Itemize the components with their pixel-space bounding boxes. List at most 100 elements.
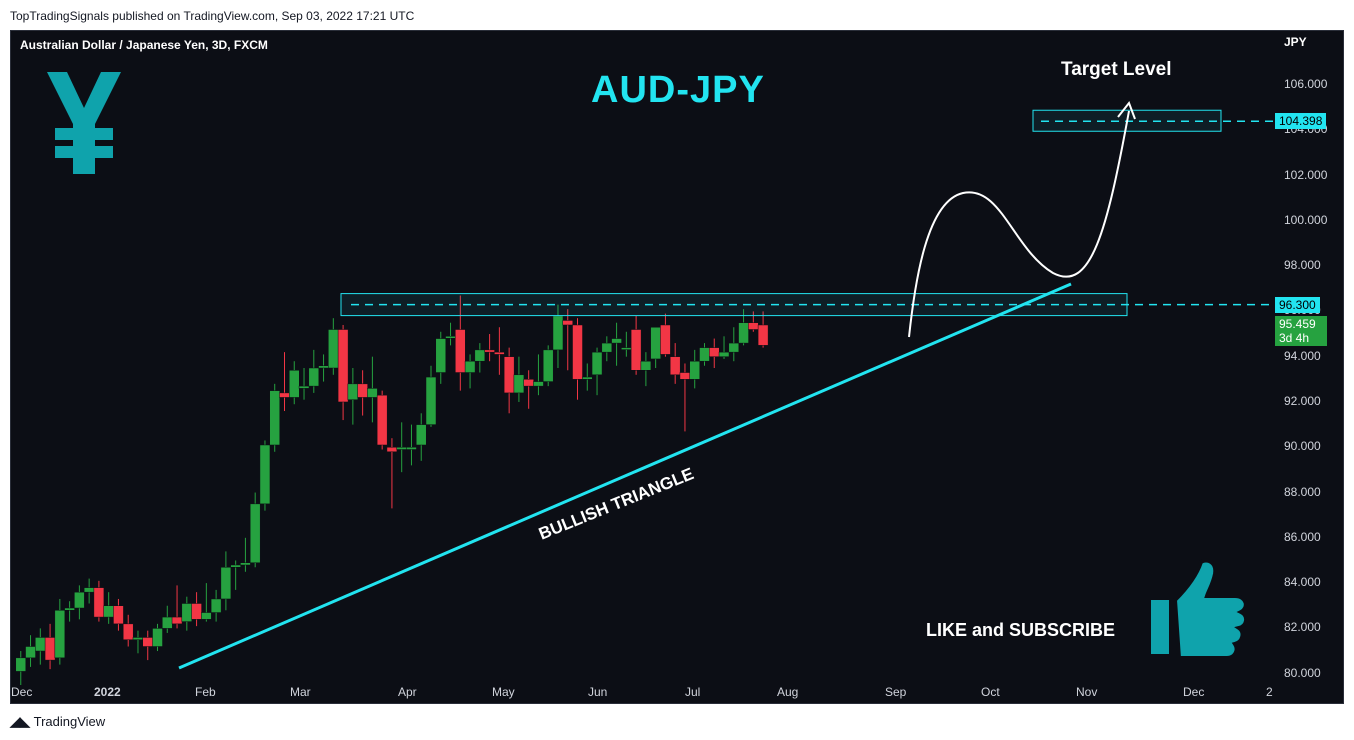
candle-body bbox=[171, 616, 183, 625]
target-price-badge: 104.398 bbox=[1275, 113, 1327, 130]
candle-body bbox=[650, 326, 661, 360]
thumbs-up-icon bbox=[1147, 558, 1248, 660]
candle-body bbox=[289, 370, 300, 398]
candle-body bbox=[230, 564, 241, 568]
projection-path bbox=[908, 110, 1130, 338]
x-tick-label: Feb bbox=[195, 685, 216, 699]
candle-body bbox=[718, 351, 730, 357]
candle-body bbox=[572, 324, 583, 380]
x-tick-label: Aug bbox=[777, 685, 799, 699]
candle-body bbox=[533, 381, 544, 387]
candle-body bbox=[591, 351, 603, 376]
candle-body bbox=[279, 392, 290, 398]
candle-body bbox=[669, 356, 681, 376]
triangle-support-line bbox=[178, 282, 1072, 670]
x-tick-label: 2 bbox=[1266, 685, 1273, 699]
candle-body bbox=[298, 385, 310, 389]
symbol-title: Australian Dollar / Japanese Yen, 3D, FX… bbox=[20, 38, 268, 52]
like-subscribe-label: LIKE and SUBSCRIBE bbox=[926, 620, 1116, 640]
candle-body bbox=[347, 383, 359, 400]
candle-body bbox=[142, 637, 153, 647]
yen-icon bbox=[47, 72, 121, 174]
x-tick-label: Apr bbox=[398, 685, 417, 699]
candle-body bbox=[630, 329, 642, 371]
candle-body bbox=[54, 610, 66, 659]
candle-body bbox=[337, 329, 349, 403]
last-price-value: 95.459 bbox=[1279, 316, 1316, 331]
candle-body bbox=[210, 598, 222, 613]
candle-body bbox=[464, 360, 476, 373]
y-tick-label: 80.000 bbox=[1284, 665, 1321, 680]
chart-panel[interactable]: Australian Dollar / Japanese Yen, 3D, FX… bbox=[10, 30, 1344, 704]
chart-headline: AUD-JPY bbox=[591, 69, 765, 111]
candle-body bbox=[376, 394, 388, 446]
candle-body bbox=[562, 320, 573, 326]
candle-body bbox=[25, 646, 36, 659]
candle-body bbox=[494, 351, 505, 355]
candle-body bbox=[728, 342, 740, 353]
candle-body bbox=[484, 349, 495, 353]
candle-body bbox=[35, 637, 46, 652]
candle-body bbox=[201, 612, 212, 620]
candle-body bbox=[435, 338, 447, 373]
candle-body bbox=[425, 376, 437, 425]
bar-countdown: 3d 4h bbox=[1279, 330, 1310, 345]
brand-name: TradingView bbox=[33, 714, 106, 729]
candle-body bbox=[406, 447, 417, 450]
candle-body bbox=[103, 605, 114, 618]
candle-body bbox=[738, 322, 749, 344]
candle-body bbox=[445, 336, 456, 339]
price-chart[interactable] bbox=[11, 31, 1344, 704]
target-level-label: Target Level bbox=[1061, 59, 1172, 80]
candle-body bbox=[552, 315, 564, 351]
candle-body bbox=[757, 324, 769, 346]
candle-body bbox=[611, 338, 622, 344]
candle-body bbox=[689, 360, 700, 380]
x-tick-label: Nov bbox=[1076, 685, 1098, 699]
candle-body bbox=[601, 342, 613, 353]
candle-body bbox=[660, 324, 671, 355]
y-tick-label: 94.000 bbox=[1284, 348, 1321, 363]
x-tick-label: Oct bbox=[981, 685, 1000, 699]
candle-body bbox=[328, 329, 339, 369]
candle-body bbox=[93, 587, 105, 618]
candle-body bbox=[162, 616, 173, 629]
candle-body bbox=[249, 503, 261, 563]
candle-body bbox=[748, 322, 759, 330]
tradingview-logo[interactable]: ◢◣ TradingView bbox=[10, 714, 105, 730]
y-tick-label: 92.000 bbox=[1284, 393, 1321, 408]
candle-body bbox=[357, 383, 368, 398]
candle-body bbox=[503, 356, 515, 394]
y-tick-label: 102.000 bbox=[1284, 167, 1328, 182]
x-tick-label: 2022 bbox=[94, 685, 121, 699]
x-tick-label: Dec bbox=[1183, 685, 1205, 699]
candle-body bbox=[113, 605, 124, 625]
candle-body bbox=[386, 447, 398, 453]
candle-body bbox=[679, 372, 691, 380]
candle-body bbox=[191, 603, 202, 620]
candle-body bbox=[259, 444, 271, 505]
candle-body bbox=[367, 388, 378, 398]
candle-body bbox=[582, 376, 593, 380]
candle-body bbox=[74, 591, 85, 609]
candle-body bbox=[308, 367, 320, 387]
y-tick-label: 88.000 bbox=[1284, 484, 1321, 499]
y-tick-label: 86.000 bbox=[1284, 529, 1321, 544]
tradingview-logo-icon: ◢◣ bbox=[10, 714, 30, 729]
publish-credit: TopTradingSignals published on TradingVi… bbox=[10, 9, 415, 23]
projection-arrowhead bbox=[1117, 100, 1136, 120]
candle-body bbox=[152, 628, 163, 647]
candle-body bbox=[640, 360, 652, 371]
x-tick-label: Mar bbox=[290, 685, 311, 699]
x-tick-label: Sep bbox=[885, 685, 907, 699]
candle-body bbox=[415, 424, 427, 446]
x-tick-label: Jul bbox=[685, 685, 701, 699]
candle-body bbox=[709, 347, 720, 357]
candle-body bbox=[220, 567, 232, 600]
candle-body bbox=[318, 365, 329, 369]
candle-body bbox=[122, 623, 134, 640]
candle-body bbox=[396, 447, 407, 450]
candle-body bbox=[15, 657, 27, 672]
y-tick-label: 106.000 bbox=[1284, 76, 1328, 91]
candle-body bbox=[181, 603, 193, 622]
